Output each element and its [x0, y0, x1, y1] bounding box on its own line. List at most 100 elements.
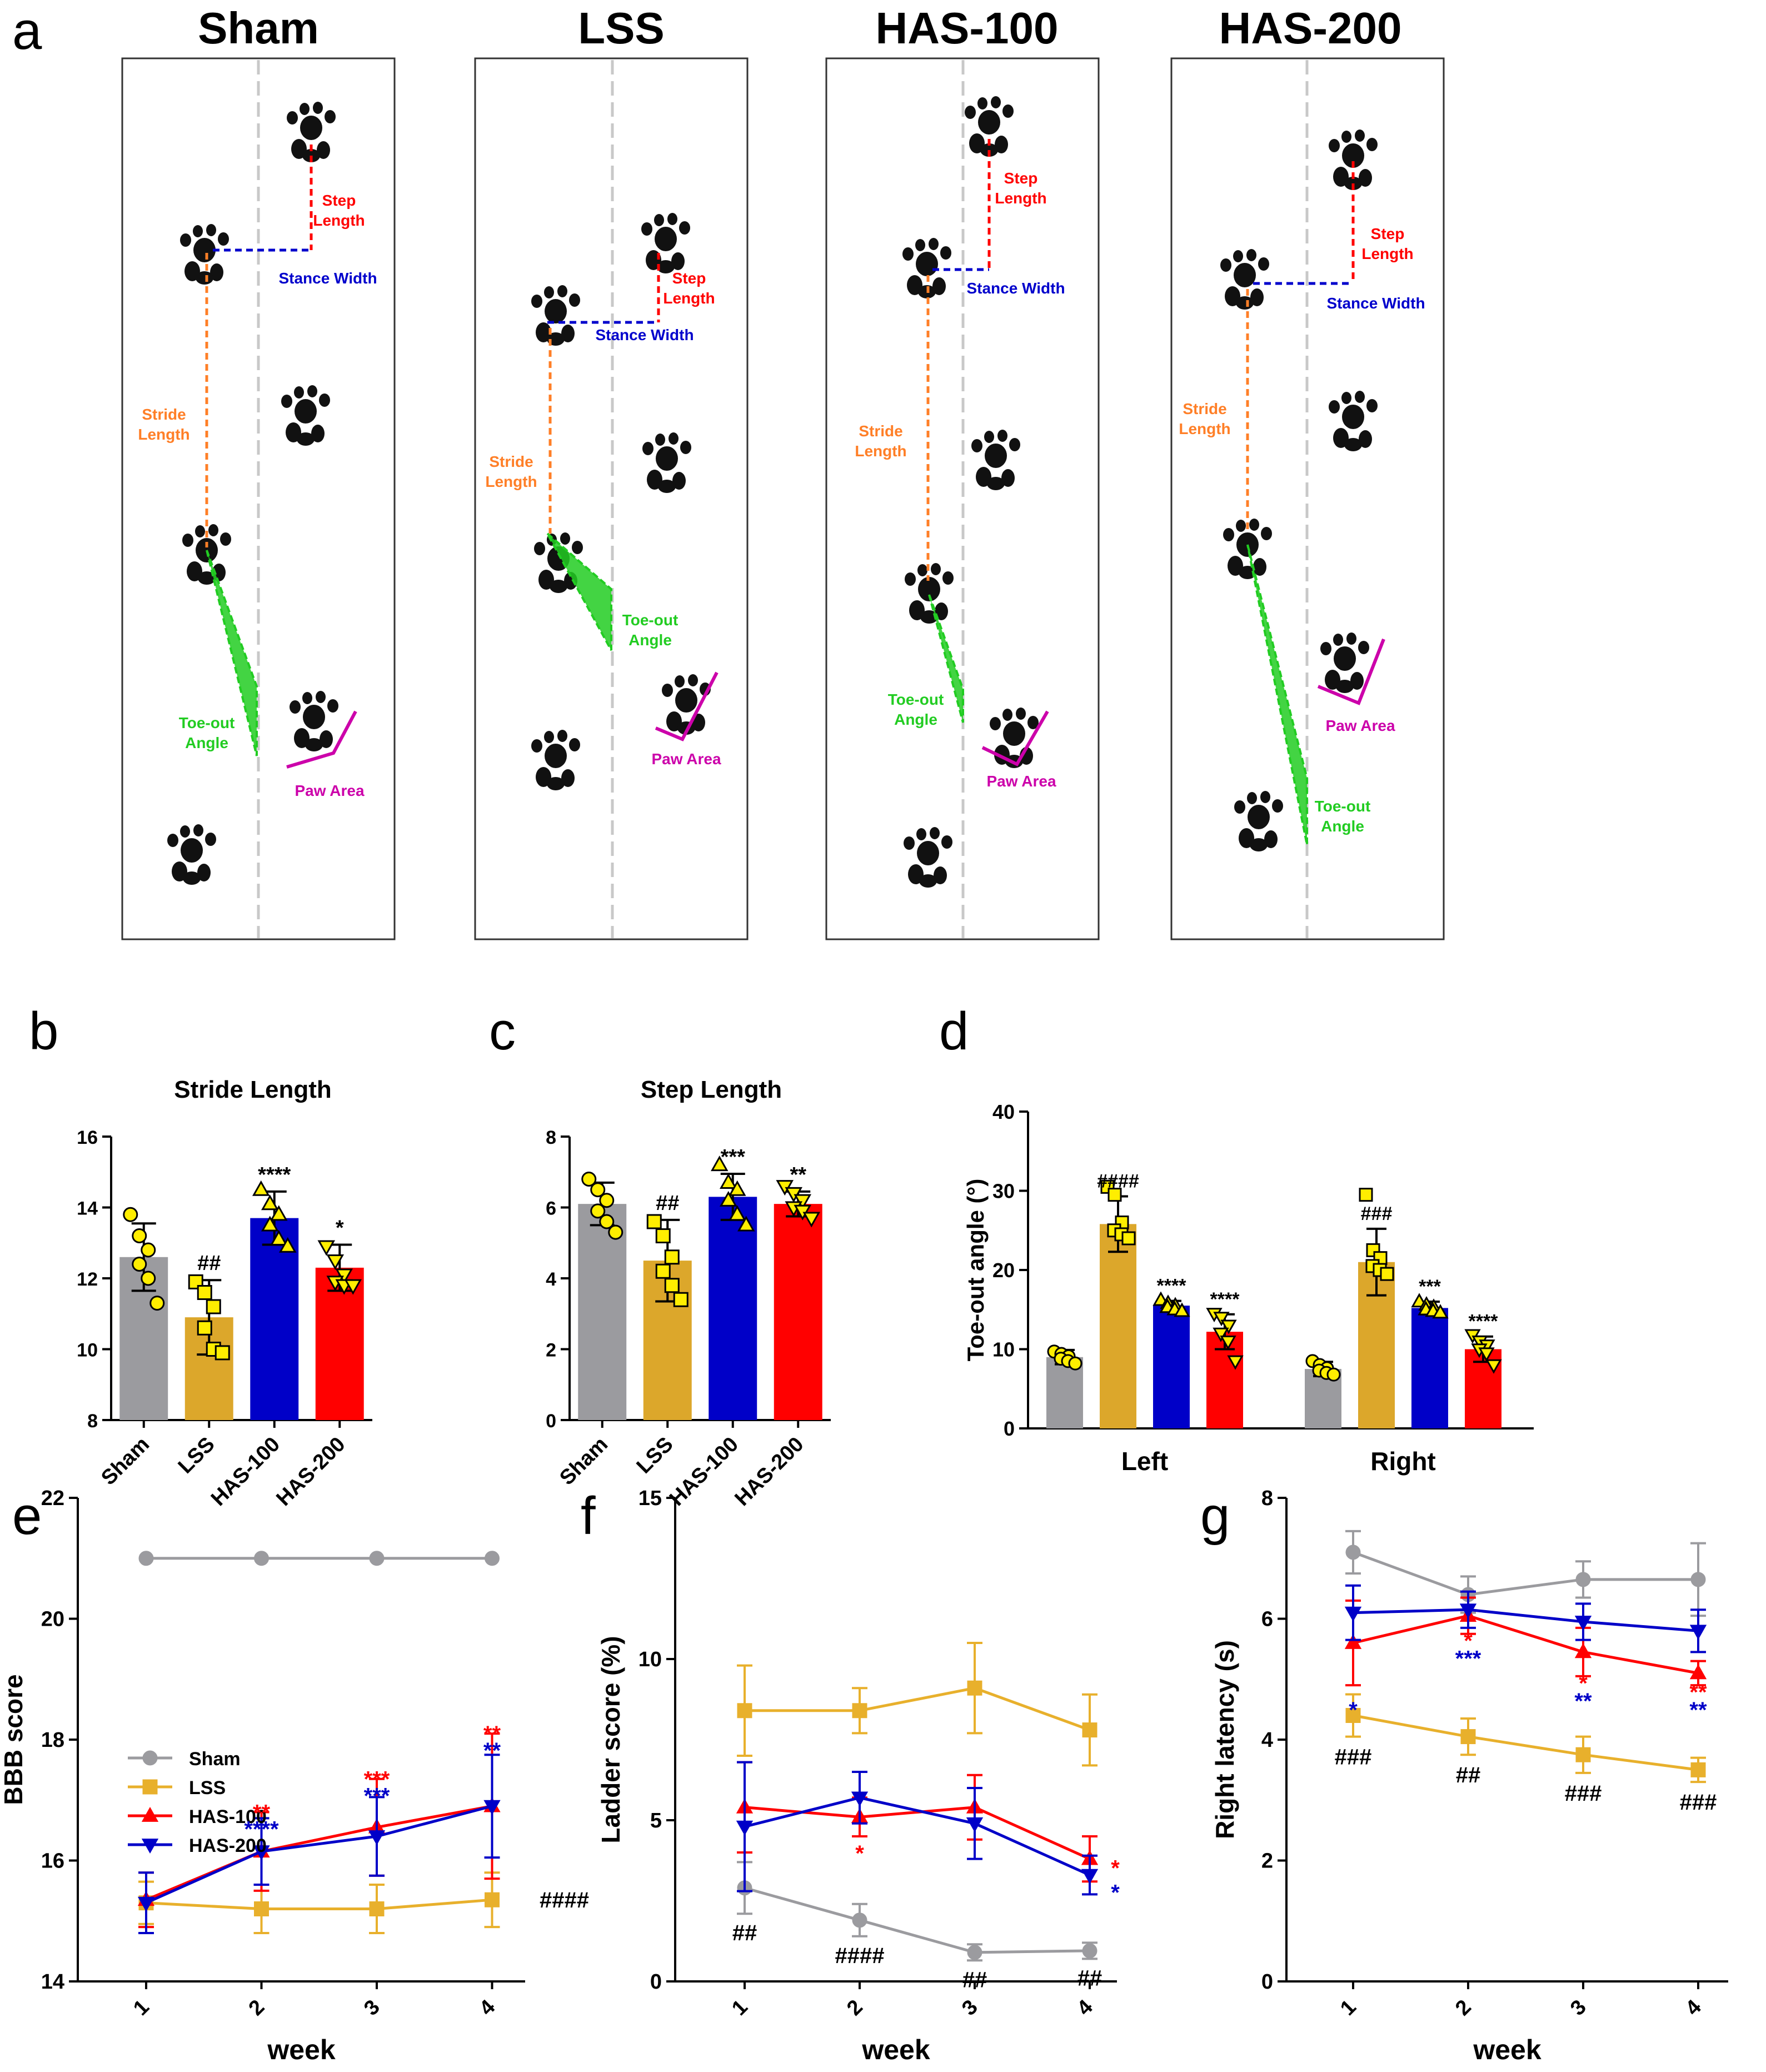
paw-print-pad [1009, 438, 1020, 451]
series-point [1690, 1762, 1706, 1777]
paw-print-pad [1334, 646, 1356, 671]
paw-print-pad [1250, 838, 1268, 851]
data-point [149, 1296, 165, 1311]
y-tick-label: 0 [650, 1970, 662, 1994]
significance-label: ** [1689, 1698, 1707, 1722]
significance-label: ** [1689, 1680, 1707, 1705]
paw-print-pad [930, 827, 940, 839]
y-tick-label: 18 [41, 1729, 64, 1752]
x-tick-label: 3 [1566, 1995, 1591, 2020]
paw-print-pad [1320, 642, 1331, 655]
series-line [1353, 1714, 1699, 1771]
series-point [967, 1945, 982, 1960]
paw-print-pad [918, 577, 940, 601]
data-point [317, 1240, 336, 1256]
paw-print-pad [1272, 799, 1283, 813]
bar-sham [578, 1204, 627, 1420]
paw-print-pad [1261, 527, 1272, 540]
y-tick-label: 15 [638, 1487, 662, 1510]
paw-print-pad [941, 835, 952, 849]
x-tick-label: 3 [957, 1995, 982, 2020]
paw-print-pad [547, 777, 565, 790]
paw-print-pad [569, 293, 580, 307]
bar-has-200 [774, 1204, 822, 1420]
x-tick-label: 1 [1336, 1995, 1361, 2020]
data-point [737, 1216, 755, 1232]
y-tick-label: 8 [1261, 1487, 1273, 1510]
paw-print-pad [307, 385, 317, 397]
series-point [851, 1791, 869, 1807]
step-label: Step [672, 270, 706, 287]
data-point [132, 1228, 147, 1243]
series-point [1344, 1606, 1362, 1622]
x-tick-label: Left [1121, 1447, 1168, 1476]
legend-marker [142, 1779, 158, 1795]
y-tick-label: 10 [77, 1340, 98, 1361]
paw-print-pad [1329, 400, 1340, 414]
paw-print-pad [305, 738, 323, 751]
paw-print-pad [1342, 405, 1364, 429]
data-point [608, 1224, 623, 1240]
paw-print-pad [915, 239, 925, 251]
paw-print-pad [679, 221, 690, 235]
paw-print-pad [1344, 438, 1362, 451]
stride-label: Stride [1183, 400, 1226, 417]
paw-print-pad [1346, 632, 1356, 645]
x-tick-label: Sham [97, 1433, 154, 1490]
y-axis-label: Ladder score (%) [596, 1636, 625, 1843]
paw-print-pad [657, 260, 675, 273]
paw-print-pad [675, 675, 685, 688]
panel-letter-d: d [939, 1002, 969, 1061]
data-point [252, 1180, 270, 1196]
series-point [1081, 1869, 1099, 1884]
series-point [1459, 1603, 1477, 1619]
toe-out-label: Angle [628, 631, 672, 649]
paw-print-pad [320, 730, 333, 748]
data-point [206, 1299, 221, 1314]
paw-print-pad [319, 394, 330, 407]
y-tick-label: 8 [87, 1411, 98, 1432]
paw-print-pad [916, 828, 926, 840]
paw-print-pad [680, 441, 691, 454]
y-tick-label: 6 [546, 1198, 556, 1219]
toe-out-angle-wedge [546, 532, 612, 651]
paw-print-pad [655, 227, 677, 251]
paw-print-pad [1250, 288, 1264, 306]
significance-label: *** [721, 1145, 746, 1169]
stride-label: Stride [142, 406, 186, 423]
y-axis-label: Right latency (s) [1210, 1640, 1239, 1839]
paw-print-pad [1001, 469, 1015, 487]
paw-print-pad [302, 692, 312, 704]
series-point [1689, 1664, 1707, 1680]
y-tick-label: 2 [546, 1340, 556, 1361]
paw-print-pad [193, 238, 216, 262]
data-point [278, 1237, 297, 1253]
line-chart-e: 14 16 18 20 22 BBB score week 1 2 3 4 Sham LSS HAS-10… [0, 1487, 589, 2065]
toe-out-label: Angle [1321, 818, 1364, 835]
paw-print-pad [1260, 791, 1270, 803]
series-point [1082, 1722, 1097, 1738]
series-sham [138, 1551, 500, 1566]
toe-out-angle-wedge [928, 594, 964, 723]
series-line [146, 1898, 492, 1910]
data-point [1432, 1304, 1449, 1319]
paw-print-pad [1329, 139, 1340, 152]
paw-print-pad [641, 222, 652, 236]
data-point [673, 1292, 689, 1307]
data-point [1213, 1312, 1230, 1327]
significance-label: **** [258, 1163, 291, 1187]
data-point [1227, 1355, 1244, 1370]
paw-print-pad [316, 691, 326, 703]
paw-print-pad [934, 866, 947, 884]
series-point [483, 1800, 501, 1815]
data-point [1121, 1231, 1136, 1246]
x-tick-label: LSS [632, 1433, 678, 1478]
paw-print-pad [917, 564, 927, 576]
series-point [967, 1680, 982, 1696]
paw-print-pad [1358, 641, 1369, 654]
y-tick-label: 4 [546, 1269, 556, 1290]
paw-print-pad [942, 571, 954, 585]
paw-area-arrows [981, 710, 1049, 766]
series-point [137, 1896, 155, 1912]
paw-print-pad [1336, 680, 1354, 693]
